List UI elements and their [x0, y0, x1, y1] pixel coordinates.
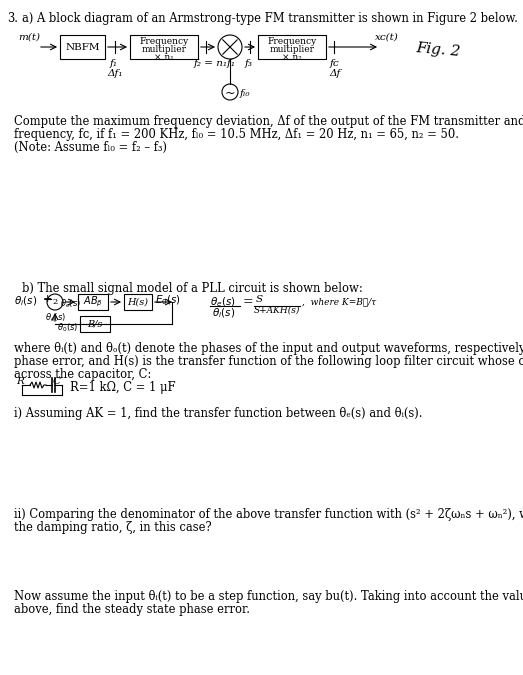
Text: Fig. 2: Fig. 2 [415, 41, 461, 59]
Bar [78, 294, 108, 310]
Text: fₗ₀: fₗ₀ [240, 90, 251, 99]
Bar [80, 316, 110, 332]
Text: =: = [243, 296, 254, 308]
Text: × n₂: × n₂ [282, 53, 302, 63]
Bar [60, 35, 105, 59]
Text: ii) Comparing the denominator of the above transfer function with (s² + 2ζωₙs + : ii) Comparing the denominator of the abo… [14, 508, 523, 521]
Text: b) The small signal model of a PLL circuit is shown below:: b) The small signal model of a PLL circu… [22, 282, 363, 295]
Text: (Note: Assume fₗ₀ = f₂ – f₃): (Note: Assume fₗ₀ = f₂ – f₃) [14, 141, 167, 154]
Text: NBFM: NBFM [65, 43, 100, 51]
Text: Frequency: Frequency [139, 38, 189, 47]
Text: m(t): m(t) [18, 33, 40, 42]
Text: f₂ = n₁f₁: f₂ = n₁f₁ [194, 59, 236, 68]
Text: R: R [16, 377, 24, 386]
Text: ,  where K=Bℓ/τ: , where K=Bℓ/τ [302, 297, 376, 306]
Text: 3.: 3. [7, 12, 18, 25]
Text: multiplier: multiplier [269, 45, 314, 55]
Text: multiplier: multiplier [142, 45, 187, 55]
Text: $\theta_0(s)$: $\theta_0(s)$ [57, 321, 78, 333]
Bar [130, 35, 198, 59]
Text: phase error, and H(s) is the transfer function of the following loop filter circ: phase error, and H(s) is the transfer fu… [14, 355, 523, 368]
Text: +: + [43, 294, 52, 304]
Text: S+AKH(s): S+AKH(s) [254, 306, 300, 315]
Text: −: − [43, 294, 53, 306]
Text: a) A block diagram of an Armstrong-type FM transmitter is shown in Figure 2 belo: a) A block diagram of an Armstrong-type … [22, 12, 518, 25]
Text: H(s): H(s) [128, 298, 149, 306]
Text: C: C [53, 377, 61, 386]
Text: where θᵢ(t) and θₒ(t) denote the phases of the input and output waveforms, respe: where θᵢ(t) and θₒ(t) denote the phases … [14, 342, 523, 355]
Bar [258, 35, 326, 59]
Text: Δf₁: Δf₁ [107, 69, 122, 78]
Text: f₁: f₁ [110, 59, 118, 68]
Text: R=1 kΩ, C = 1 μF: R=1 kΩ, C = 1 μF [70, 381, 176, 394]
Text: above, find the steady state phase error.: above, find the steady state phase error… [14, 603, 250, 616]
Text: $\theta_i(s)$: $\theta_i(s)$ [212, 306, 235, 319]
Text: Δf: Δf [329, 69, 340, 78]
Text: $\theta_e(s)$: $\theta_e(s)$ [210, 295, 236, 308]
Text: S: S [256, 295, 263, 304]
Text: 2: 2 [52, 298, 58, 306]
Text: ~: ~ [225, 86, 235, 99]
Text: xᴄ(t): xᴄ(t) [375, 33, 399, 42]
Text: $\theta_e(s)$: $\theta_e(s)$ [45, 312, 66, 325]
Text: frequency, fᴄ, if f₁ = 200 KHz, fₗ₀ = 10.5 MHz, Δf₁ = 20 Hz, n₁ = 65, n₂ = 50.: frequency, fᴄ, if f₁ = 200 KHz, fₗ₀ = 10… [14, 128, 459, 141]
Text: the damping ratio, ζ, in this case?: the damping ratio, ζ, in this case? [14, 521, 212, 534]
Text: $\theta_i(s)$: $\theta_i(s)$ [14, 294, 37, 308]
Text: $\theta_e(s)$: $\theta_e(s)$ [60, 297, 81, 310]
Text: $AB_\beta$: $AB_\beta$ [83, 295, 103, 309]
Bar [124, 294, 152, 310]
Text: Now assume the input θᵢ(t) to be a step function, say bu(t). Taking into account: Now assume the input θᵢ(t) to be a step … [14, 590, 523, 603]
Text: i) Assuming AK = 1, find the transfer function between θₑ(s) and θᵢ(s).: i) Assuming AK = 1, find the transfer fu… [14, 407, 423, 420]
Text: Compute the maximum frequency deviation, Δf of the output of the FM transmitter : Compute the maximum frequency deviation,… [14, 115, 523, 128]
Text: B/s: B/s [87, 319, 103, 329]
Text: Frequency: Frequency [267, 38, 316, 47]
Text: $E_0(s)$: $E_0(s)$ [155, 293, 181, 306]
Text: × n₁: × n₁ [154, 53, 174, 63]
Text: f₃: f₃ [245, 59, 253, 68]
Text: across the capacitor, C:: across the capacitor, C: [14, 368, 151, 381]
Text: fᴄ: fᴄ [330, 59, 339, 68]
